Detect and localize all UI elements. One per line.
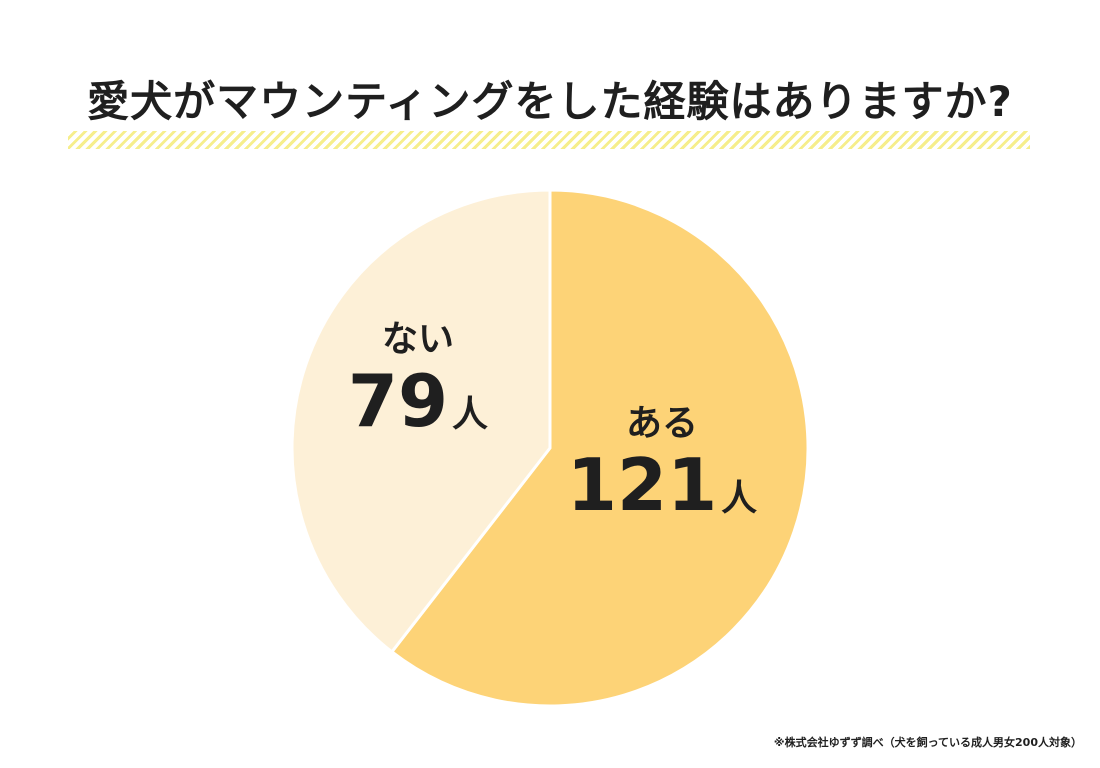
source-note: ※株式会社ゆずず調べ（犬を飼っている成人男女200人対象）	[773, 736, 1082, 749]
slice-value-label-0: 121 人	[567, 443, 757, 527]
chart-title: 愛犬がマウンティングをした経験はありますか?	[87, 77, 1013, 126]
slice-value-label-1: 79 人	[348, 359, 488, 443]
slice-category-label-1: ない	[382, 319, 454, 360]
title-wrapper: 愛犬がマウンティングをした経験はありますか?	[0, 77, 1100, 126]
title-highlight-band	[68, 131, 1030, 149]
pie-slice-0	[390, 188, 810, 708]
pie-slice-1	[290, 188, 552, 654]
slice-category-label-0: ある	[626, 403, 698, 444]
